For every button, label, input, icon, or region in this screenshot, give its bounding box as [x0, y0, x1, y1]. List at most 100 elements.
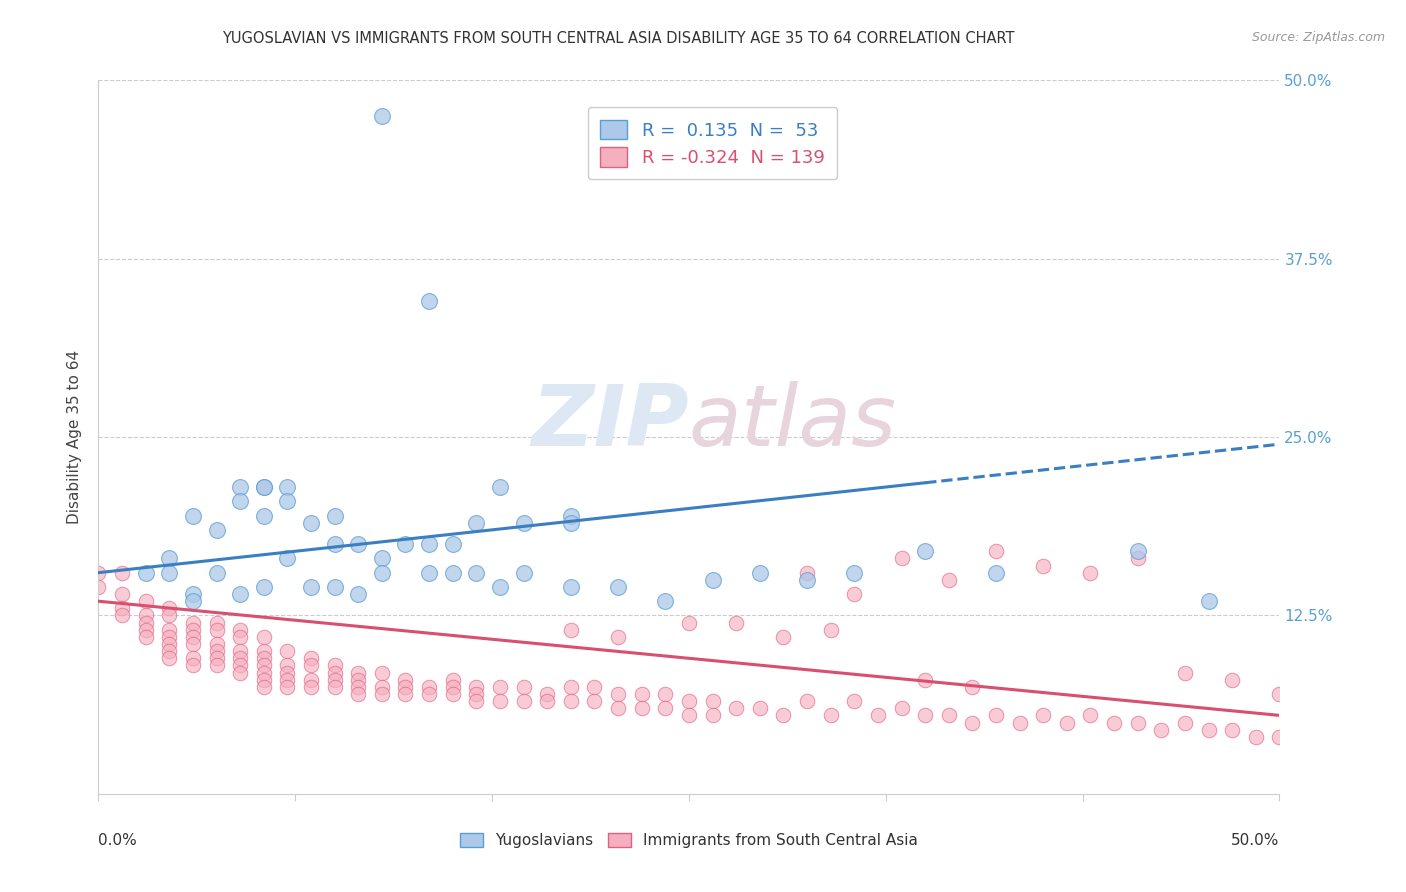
Point — [135, 623, 157, 637]
Point — [347, 537, 370, 551]
Point — [111, 566, 134, 580]
Point — [157, 637, 180, 651]
Point — [418, 566, 440, 580]
Point — [844, 587, 866, 601]
Point — [205, 637, 228, 651]
Point — [371, 665, 394, 680]
Point — [465, 516, 488, 530]
Point — [347, 680, 370, 694]
Point — [512, 566, 534, 580]
Point — [630, 687, 652, 701]
Point — [347, 587, 370, 601]
Point — [323, 658, 346, 673]
Point — [748, 701, 770, 715]
Point — [157, 566, 180, 580]
Point — [1198, 723, 1220, 737]
Point — [418, 687, 440, 701]
Point — [87, 580, 110, 594]
Point — [371, 551, 394, 566]
Point — [276, 494, 298, 508]
Point — [1008, 715, 1031, 730]
Point — [135, 594, 157, 608]
Point — [441, 680, 464, 694]
Point — [654, 701, 676, 715]
Point — [157, 651, 180, 665]
Point — [253, 644, 276, 658]
Point — [181, 594, 204, 608]
Point — [418, 537, 440, 551]
Point — [1198, 594, 1220, 608]
Point — [678, 708, 700, 723]
Point — [844, 694, 866, 708]
Point — [984, 708, 1007, 723]
Point — [253, 651, 276, 665]
Point — [1220, 673, 1243, 687]
Point — [866, 708, 889, 723]
Point — [702, 573, 724, 587]
Point — [157, 644, 180, 658]
Point — [630, 701, 652, 715]
Point — [181, 587, 204, 601]
Point — [512, 516, 534, 530]
Point — [844, 566, 866, 580]
Point — [748, 566, 770, 580]
Point — [181, 651, 204, 665]
Point — [181, 508, 204, 523]
Point — [253, 680, 276, 694]
Point — [323, 673, 346, 687]
Point — [323, 680, 346, 694]
Point — [1056, 715, 1078, 730]
Point — [560, 694, 582, 708]
Point — [111, 601, 134, 615]
Point — [157, 551, 180, 566]
Point — [607, 630, 630, 644]
Point — [654, 687, 676, 701]
Point — [914, 708, 936, 723]
Point — [181, 637, 204, 651]
Point — [371, 566, 394, 580]
Point — [489, 480, 512, 494]
Point — [796, 694, 818, 708]
Point — [560, 516, 582, 530]
Point — [229, 651, 252, 665]
Point — [253, 665, 276, 680]
Point — [820, 623, 842, 637]
Point — [678, 694, 700, 708]
Point — [371, 680, 394, 694]
Point — [465, 687, 488, 701]
Point — [253, 580, 276, 594]
Point — [772, 630, 794, 644]
Point — [229, 587, 252, 601]
Point — [796, 573, 818, 587]
Point — [1174, 665, 1197, 680]
Text: 50.0%: 50.0% — [1232, 833, 1279, 848]
Point — [205, 658, 228, 673]
Point — [441, 566, 464, 580]
Point — [253, 658, 276, 673]
Point — [253, 480, 276, 494]
Point — [87, 566, 110, 580]
Point — [654, 594, 676, 608]
Point — [371, 687, 394, 701]
Point — [111, 587, 134, 601]
Point — [560, 623, 582, 637]
Point — [984, 544, 1007, 558]
Point — [418, 294, 440, 309]
Point — [962, 715, 984, 730]
Point — [181, 623, 204, 637]
Point — [1174, 715, 1197, 730]
Point — [299, 580, 322, 594]
Point — [1126, 551, 1149, 566]
Point — [1126, 544, 1149, 558]
Point — [678, 615, 700, 630]
Point — [938, 708, 960, 723]
Point — [914, 544, 936, 558]
Point — [607, 580, 630, 594]
Point — [1080, 708, 1102, 723]
Point — [229, 665, 252, 680]
Point — [229, 494, 252, 508]
Point — [1126, 715, 1149, 730]
Point — [560, 680, 582, 694]
Point — [560, 508, 582, 523]
Point — [323, 537, 346, 551]
